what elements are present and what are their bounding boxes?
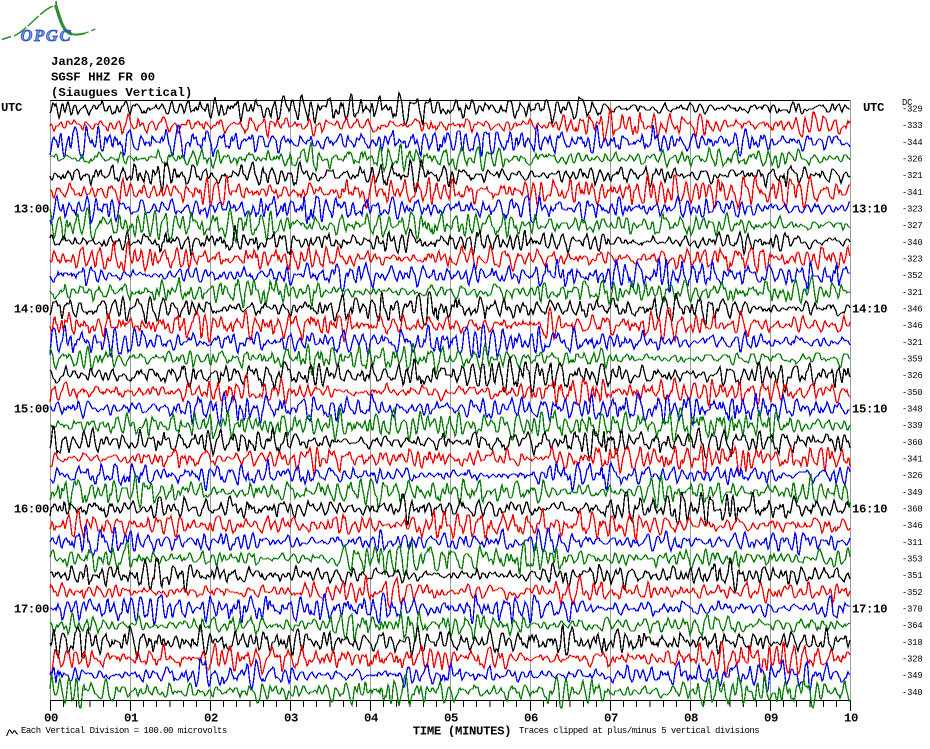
svg-text:-349: -349 [902, 488, 923, 498]
svg-text:13:00: 13:00 [14, 203, 49, 217]
svg-text:-311: -311 [902, 538, 923, 548]
svg-text:02: 02 [204, 712, 218, 726]
svg-text:-348: -348 [902, 405, 923, 415]
svg-text:-340: -340 [902, 688, 923, 698]
svg-text:-350: -350 [902, 388, 923, 398]
svg-text:-340: -340 [902, 238, 923, 248]
svg-text:Each Vertical Division = 100.: Each Vertical Division = 100.00 microvol… [21, 726, 227, 736]
svg-text:UTC: UTC [1, 101, 23, 115]
svg-text:16:10: 16:10 [852, 503, 887, 517]
svg-text:-321: -321 [902, 338, 923, 348]
svg-text:TIME (MINUTES): TIME (MINUTES) [413, 725, 511, 739]
svg-text:-323: -323 [902, 205, 923, 215]
svg-text:08: 08 [684, 712, 698, 726]
svg-text:06: 06 [524, 712, 538, 726]
svg-text:-346: -346 [902, 321, 923, 331]
svg-text:05: 05 [444, 712, 458, 726]
svg-text:-327: -327 [902, 221, 923, 231]
svg-text:-346: -346 [902, 521, 923, 531]
svg-text:-326: -326 [902, 371, 923, 381]
svg-text:-341: -341 [902, 455, 923, 465]
svg-text:-333: -333 [902, 121, 923, 131]
svg-text:17:00: 17:00 [14, 603, 49, 617]
svg-text:-326: -326 [902, 155, 923, 165]
svg-text:14:00: 14:00 [14, 303, 49, 317]
svg-text:-339: -339 [902, 421, 923, 431]
svg-text:-326: -326 [902, 471, 923, 481]
svg-text:Jan28,2026: Jan28,2026 [51, 55, 125, 69]
svg-text:-329: -329 [902, 105, 923, 115]
svg-text:Traces clipped at plus/minus 5: Traces clipped at plus/minus 5 vertical … [519, 726, 759, 736]
svg-text:-344: -344 [902, 138, 923, 148]
svg-text:-341: -341 [902, 188, 923, 198]
svg-text:-364: -364 [902, 621, 923, 631]
svg-text:UTC: UTC [863, 101, 885, 115]
svg-text:-349: -349 [902, 671, 923, 681]
svg-text:-360: -360 [902, 505, 923, 515]
svg-text:-352: -352 [902, 271, 923, 281]
svg-text:14:10: 14:10 [852, 303, 887, 317]
svg-text:09: 09 [764, 712, 778, 726]
svg-text:10: 10 [844, 712, 858, 726]
svg-text:(Siaugues Vertical): (Siaugues Vertical) [51, 86, 192, 100]
svg-text:17:10: 17:10 [852, 603, 887, 617]
svg-text:-328: -328 [902, 655, 923, 665]
svg-text:-353: -353 [902, 555, 923, 565]
svg-text:DC: DC [902, 98, 912, 108]
svg-text:13:10: 13:10 [852, 203, 887, 217]
svg-text:15:00: 15:00 [14, 403, 49, 417]
svg-text:-359: -359 [902, 355, 923, 365]
svg-text:07: 07 [604, 712, 618, 726]
svg-text:01: 01 [124, 712, 138, 726]
svg-text:SGSF HHZ FR 00: SGSF HHZ FR 00 [51, 71, 155, 85]
svg-text:-370: -370 [902, 605, 923, 615]
svg-text:-351: -351 [902, 571, 923, 581]
svg-text:00: 00 [44, 712, 58, 726]
svg-text:03: 03 [284, 712, 298, 726]
svg-text:-318: -318 [902, 638, 923, 648]
svg-text:15:10: 15:10 [852, 403, 887, 417]
svg-text:-321: -321 [902, 288, 923, 298]
svg-text:OPGC: OPGC [21, 26, 73, 45]
svg-text:-352: -352 [902, 588, 923, 598]
svg-text:-360: -360 [902, 438, 923, 448]
svg-text:-321: -321 [902, 171, 923, 181]
svg-text:04: 04 [364, 712, 379, 726]
svg-text:-346: -346 [902, 305, 923, 315]
svg-text:-323: -323 [902, 255, 923, 265]
svg-text:16:00: 16:00 [14, 503, 49, 517]
